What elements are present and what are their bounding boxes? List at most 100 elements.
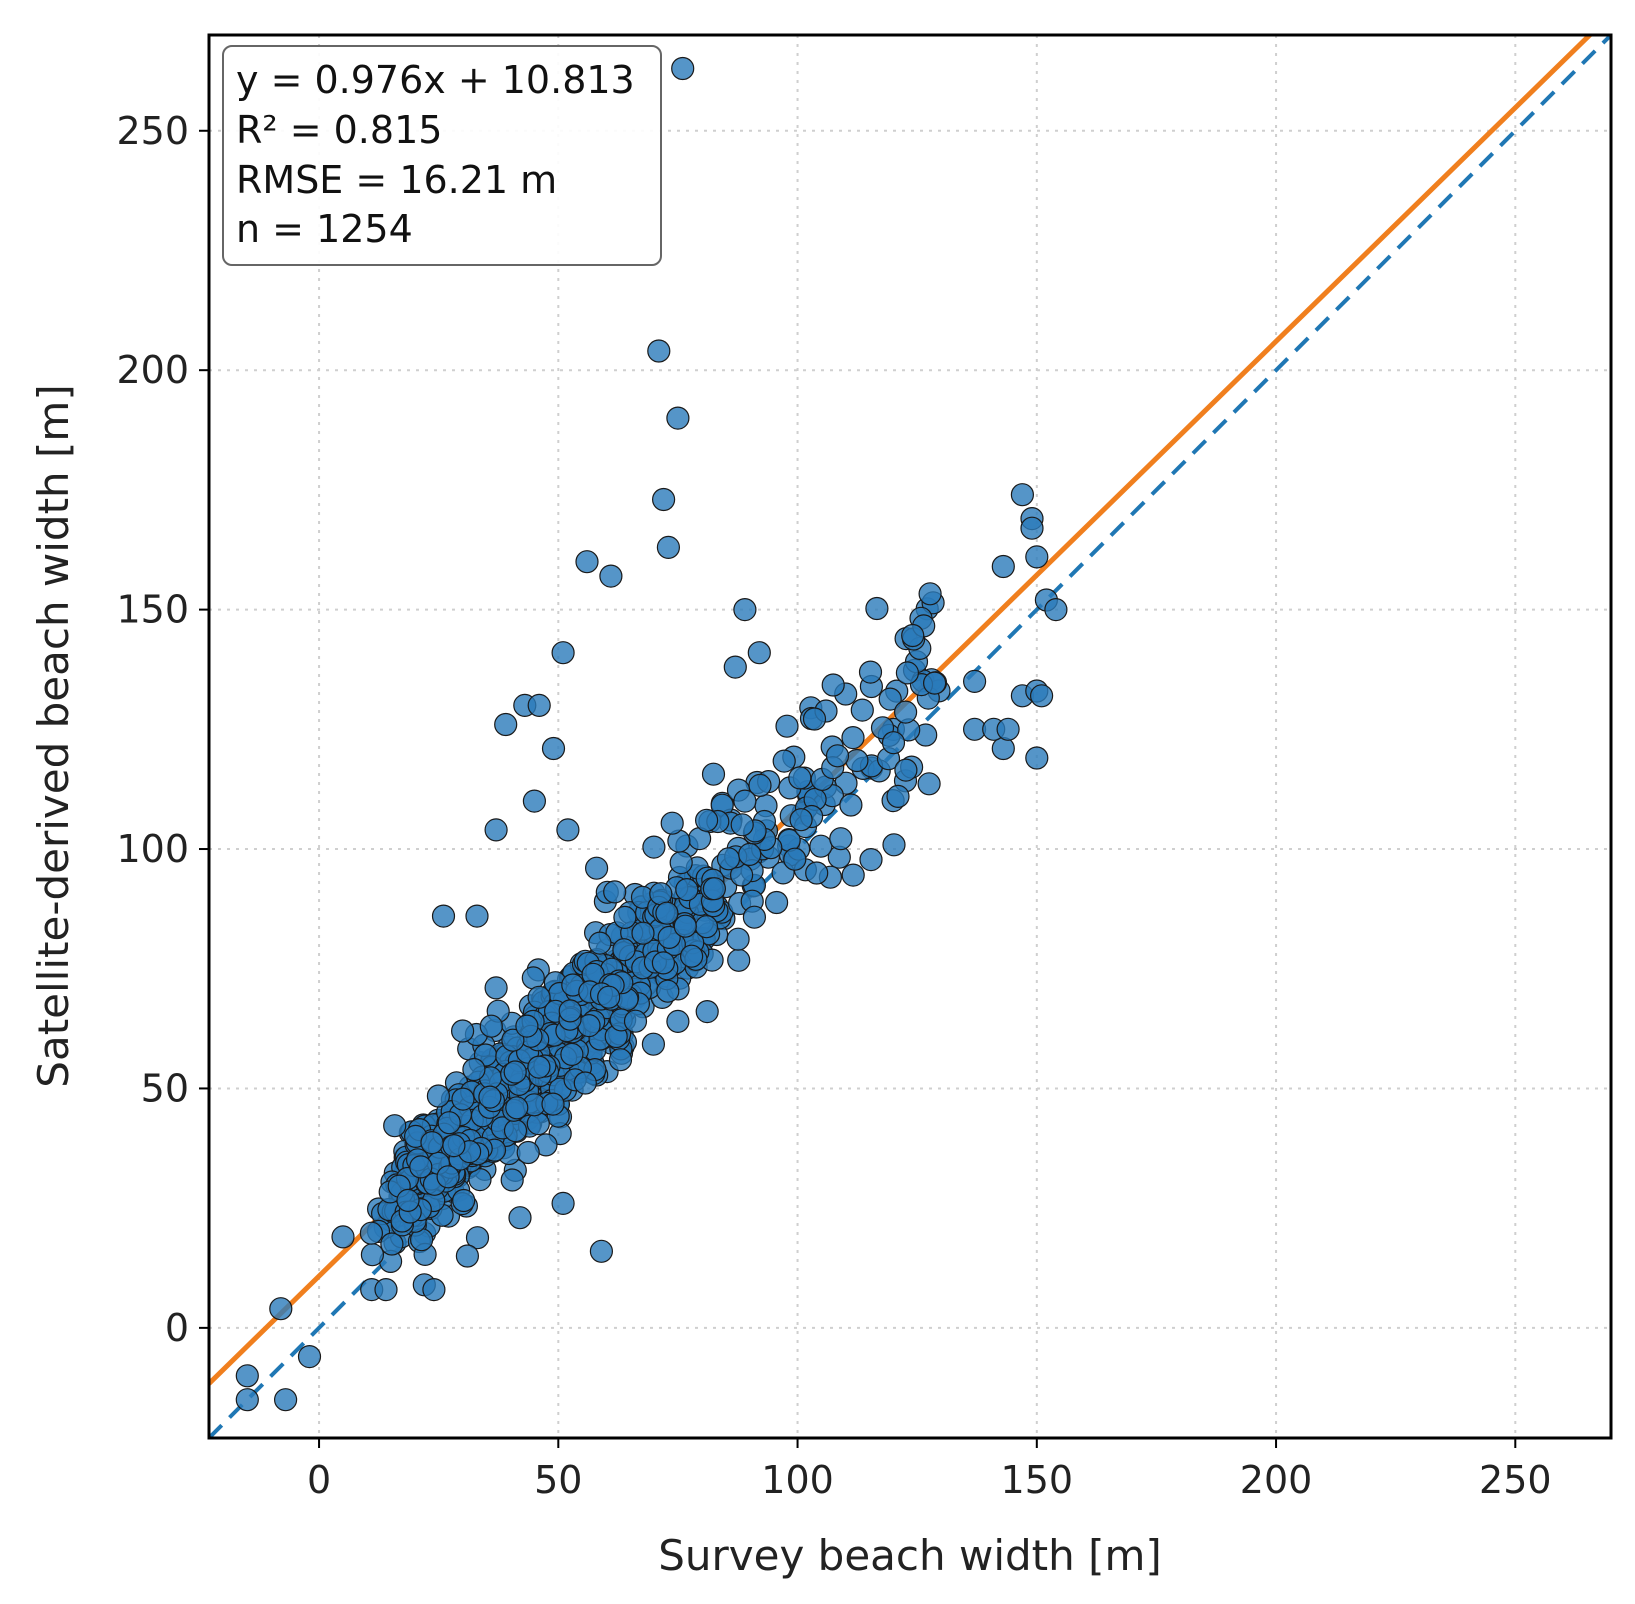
data-point — [738, 842, 762, 867]
data-point — [484, 976, 508, 1000]
data-point — [613, 905, 637, 930]
data-point — [503, 1118, 528, 1143]
data-point — [426, 1084, 450, 1108]
data-point — [675, 877, 699, 902]
data-point — [723, 655, 747, 679]
data-point — [522, 789, 547, 813]
data-point — [881, 731, 906, 755]
data-points — [235, 56, 1068, 1412]
data-point — [651, 487, 676, 512]
plot-frame — [207, 33, 1613, 1440]
data-point — [775, 714, 799, 738]
data-point — [716, 847, 741, 871]
data-point — [541, 736, 566, 761]
regression-equation: y = 0.976x + 10.813 — [236, 58, 635, 102]
data-point — [962, 669, 987, 694]
data-point — [702, 877, 727, 901]
data-point — [669, 850, 693, 875]
data-point — [1029, 684, 1054, 708]
data-point — [1010, 483, 1035, 507]
data-point — [695, 999, 719, 1024]
data-point — [671, 56, 695, 81]
data-point — [521, 966, 545, 990]
data-point — [603, 880, 627, 904]
data-point — [841, 863, 865, 887]
data-point — [788, 766, 812, 790]
data-point — [789, 808, 813, 832]
data-point — [641, 1032, 666, 1056]
data-point — [359, 1221, 383, 1245]
data-point — [527, 1055, 551, 1079]
data-point — [865, 596, 889, 621]
data-point — [575, 550, 599, 574]
data-point — [894, 758, 918, 782]
data-point — [462, 1057, 486, 1082]
data-point — [666, 406, 690, 430]
data-point — [560, 1042, 584, 1067]
data-point — [478, 1085, 502, 1109]
data-point — [623, 1009, 648, 1033]
data-point — [850, 698, 874, 722]
data-point — [297, 1344, 322, 1369]
data-point — [1025, 545, 1049, 569]
data-point — [551, 1191, 575, 1216]
data-point — [666, 1009, 690, 1034]
data-point — [573, 1071, 597, 1095]
data-point — [451, 1087, 475, 1111]
data-point — [656, 979, 680, 1003]
data-point — [526, 1111, 550, 1136]
y-tick-label: 100 — [116, 827, 189, 871]
data-point — [597, 985, 621, 1009]
data-point — [747, 641, 771, 665]
data-point — [886, 784, 910, 809]
data-point — [649, 882, 673, 906]
data-point — [455, 1244, 479, 1268]
data-point — [742, 905, 767, 929]
data-point — [235, 1388, 259, 1412]
data-point — [551, 641, 575, 665]
x-tick-label: 250 — [1479, 1458, 1552, 1502]
data-point — [917, 772, 941, 796]
data-point — [647, 339, 671, 363]
stats-box: y = 0.976x + 10.813 R² = 0.815 RMSE = 16… — [222, 45, 662, 266]
data-point — [500, 1168, 524, 1192]
data-point — [436, 1165, 460, 1189]
x-tick-label: 200 — [1240, 1458, 1313, 1502]
x-tick-label: 100 — [761, 1458, 834, 1502]
data-point — [274, 1388, 298, 1412]
data-point — [558, 999, 582, 1023]
data-point — [331, 1225, 355, 1249]
data-point — [733, 597, 757, 622]
data-point — [1044, 597, 1068, 622]
data-point — [783, 847, 807, 871]
data-point — [839, 793, 863, 817]
data-point — [802, 707, 827, 731]
data-point — [660, 811, 684, 835]
data-point — [396, 1188, 420, 1213]
data-point — [374, 1277, 398, 1302]
data-point — [589, 1239, 614, 1263]
data-point — [588, 931, 612, 955]
data-point — [1025, 746, 1049, 770]
r-squared: R² = 0.815 — [236, 108, 442, 152]
data-point — [451, 1019, 475, 1043]
data-point — [515, 1014, 539, 1038]
data-point — [858, 660, 883, 684]
data-point — [508, 1206, 532, 1230]
y-tick-label: 0 — [165, 1306, 189, 1350]
data-point — [655, 901, 679, 925]
data-point — [479, 1014, 503, 1038]
axis-ticks: 0 50 100 150 200 250 0 50 100 150 200 250 — [116, 109, 1551, 1502]
data-point — [420, 1130, 444, 1155]
data-point — [895, 661, 920, 685]
data-point — [901, 623, 925, 648]
data-point — [360, 1243, 384, 1267]
data-point — [1020, 516, 1044, 540]
y-tick-label: 200 — [116, 348, 189, 392]
data-point — [673, 914, 697, 938]
data-point — [383, 1114, 407, 1138]
data-point — [730, 813, 754, 837]
data-point — [612, 938, 636, 962]
data-point — [825, 744, 850, 768]
